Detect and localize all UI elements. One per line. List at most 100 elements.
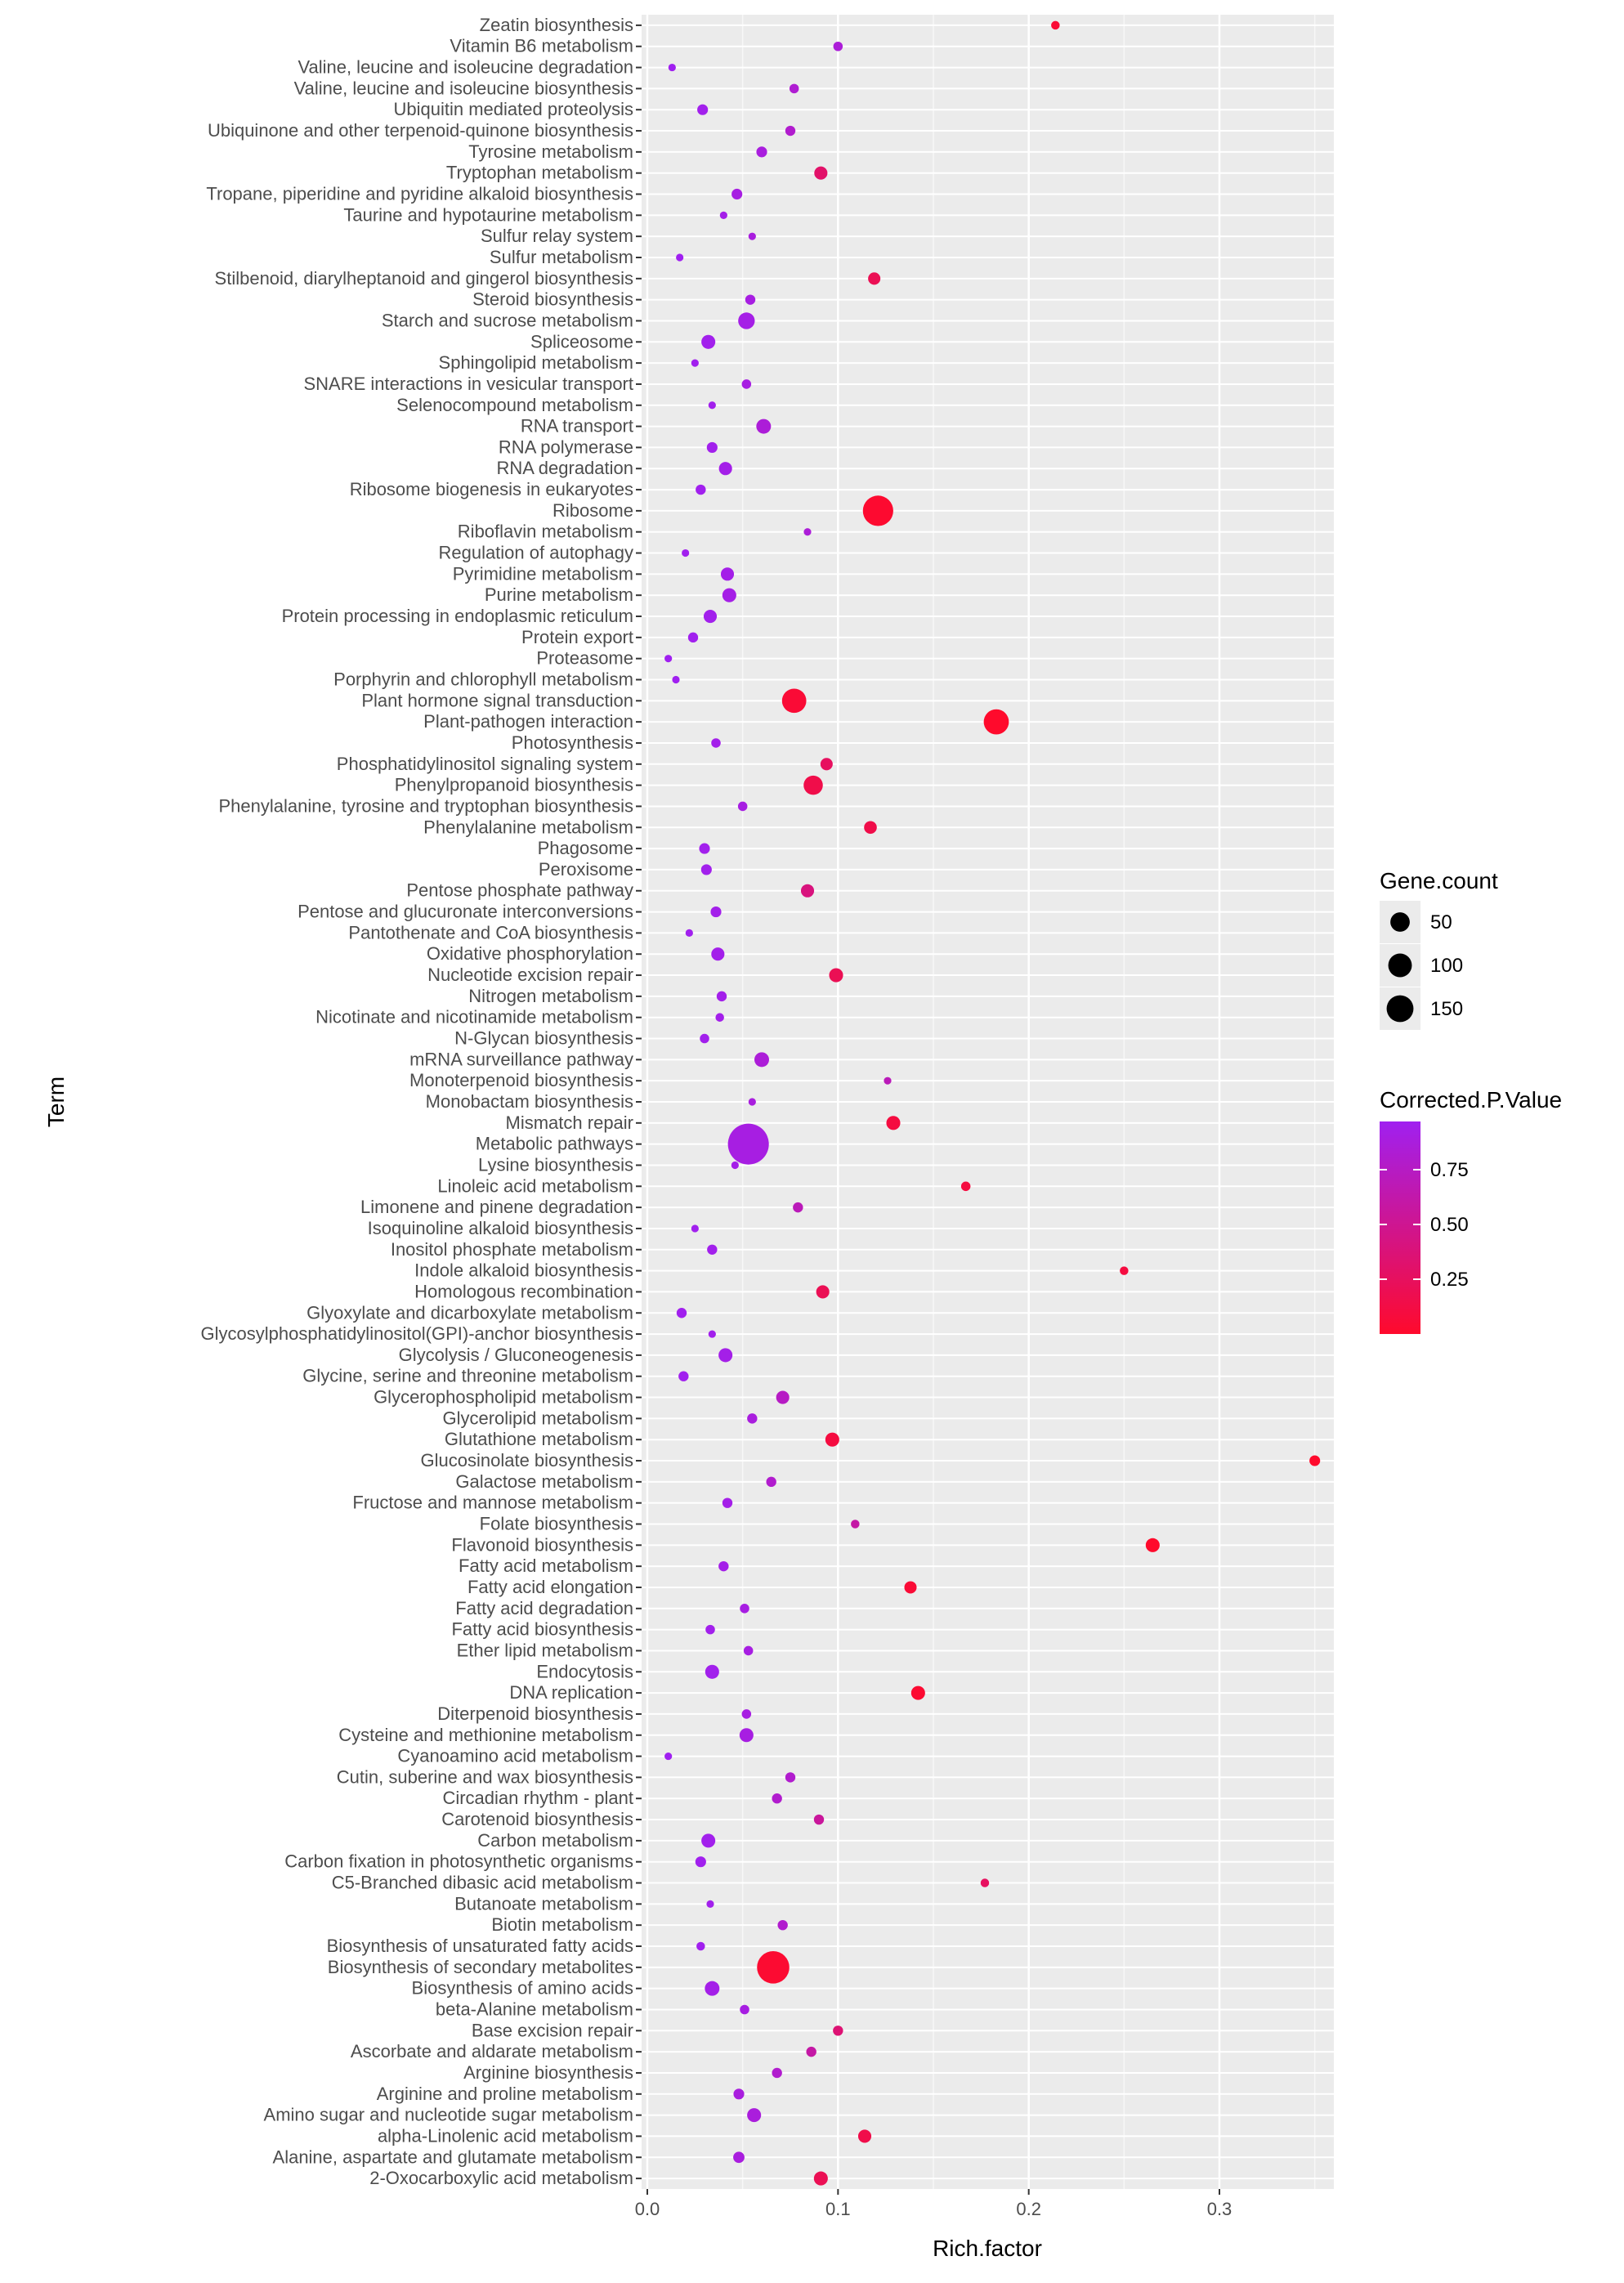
data-point	[851, 1520, 860, 1529]
term-label: Glycine, serine and threonine metabolism	[302, 1366, 633, 1386]
data-point	[1051, 20, 1060, 30]
x-tick-label: 0.2	[1016, 2199, 1041, 2219]
term-label: 2-Oxocarboxylic acid metabolism	[369, 2168, 633, 2188]
data-point	[700, 864, 712, 875]
data-point	[706, 441, 718, 453]
term-label: Endocytosis	[536, 1661, 633, 1681]
term-label: Metabolic pathways	[476, 1134, 633, 1154]
x-tick-label: 0.0	[635, 2199, 660, 2219]
data-point	[716, 991, 727, 1002]
size-key-dot	[1386, 995, 1414, 1023]
data-point	[1309, 1455, 1321, 1466]
data-point	[825, 1432, 839, 1447]
term-label: C5-Branched dibasic acid metabolism	[332, 1873, 633, 1893]
term-label: Biosynthesis of amino acids	[412, 1978, 633, 1999]
term-label: Phenylpropanoid biosynthesis	[395, 775, 633, 795]
x-tick-label: 0.1	[825, 2199, 851, 2219]
term-label: Ubiquitin mediated proteolysis	[394, 99, 634, 119]
term-label: Pentose and glucuronate interconversions	[298, 902, 633, 922]
data-point	[687, 632, 699, 643]
data-point	[829, 968, 843, 983]
data-point	[793, 1202, 803, 1213]
data-point	[772, 1793, 782, 1804]
data-point	[741, 1709, 752, 1719]
term-label: Tyrosine metabolism	[468, 141, 633, 162]
term-label: Pyrimidine metabolism	[453, 563, 633, 584]
term-label: Fatty acid elongation	[468, 1577, 633, 1597]
term-label: Inositol phosphate metabolism	[391, 1239, 633, 1260]
data-point	[904, 1581, 917, 1594]
data-points	[664, 20, 1321, 2186]
data-point	[676, 253, 684, 262]
size-key-label: 100	[1430, 955, 1463, 977]
data-point	[739, 1728, 754, 1743]
term-label: Nicotinate and nicotinamide metabolism	[315, 1007, 633, 1027]
data-point	[664, 655, 673, 663]
data-point	[720, 567, 735, 581]
term-label: Nitrogen metabolism	[468, 986, 633, 1006]
size-legend-title: Gene.count	[1380, 868, 1498, 893]
term-label: Mismatch repair	[506, 1112, 633, 1133]
term-label: Phenylalanine, tyrosine and tryptophan b…	[218, 795, 633, 816]
term-label: Stilbenoid, diarylheptanoid and gingerol…	[215, 268, 633, 289]
data-point	[803, 775, 823, 795]
term-label: Fatty acid biosynthesis	[451, 1619, 633, 1640]
data-point	[833, 2026, 843, 2036]
data-point	[705, 1664, 719, 1679]
data-point	[820, 758, 833, 771]
data-point	[715, 1013, 724, 1022]
term-label: Glucosinolate biosynthesis	[421, 1450, 633, 1471]
data-point	[691, 359, 699, 367]
data-point	[754, 1052, 769, 1068]
data-point	[747, 2108, 762, 2123]
term-label: Pentose phosphate pathway	[406, 880, 633, 901]
term-label: Circadian rhythm - plant	[442, 1788, 633, 1808]
term-label: Proteasome	[536, 648, 633, 669]
data-point	[806, 2046, 816, 2057]
data-point	[980, 1878, 990, 1887]
term-label: Taurine and hypotaurine metabolism	[343, 204, 633, 225]
term-label: Fructose and mannose metabolism	[352, 1493, 633, 1513]
term-label: Cutin, suberine and wax biosynthesis	[337, 1766, 633, 1787]
term-label: Pantothenate and CoA biosynthesis	[348, 922, 633, 942]
data-point	[708, 401, 716, 410]
data-point	[711, 738, 721, 748]
x-axis-title: Rich.factor	[933, 2236, 1042, 2261]
data-point	[816, 1285, 830, 1299]
data-point	[813, 1814, 825, 1825]
data-point	[696, 484, 706, 495]
data-point	[756, 419, 772, 434]
term-label: Oxidative phosphorylation	[427, 943, 633, 964]
data-point	[864, 821, 877, 835]
term-label: Purine metabolism	[485, 584, 633, 605]
term-label: Cysteine and methionine metabolism	[338, 1725, 633, 1745]
term-label: Valine, leucine and isoleucine biosynthe…	[294, 78, 633, 98]
term-label: Glutathione metabolism	[445, 1429, 633, 1449]
data-point	[745, 294, 756, 305]
data-point	[983, 709, 1009, 735]
data-point	[685, 929, 693, 937]
term-label: Tropane, piperidine and pyridine alkaloi…	[206, 184, 633, 204]
data-point	[785, 1772, 796, 1783]
data-point	[766, 1476, 776, 1488]
term-label: Flavonoid biosynthesis	[451, 1534, 633, 1555]
data-point	[733, 2088, 745, 2100]
data-point	[738, 312, 755, 329]
data-point	[722, 588, 736, 602]
term-label: Butanoate metabolism	[454, 1893, 633, 1914]
data-point	[748, 232, 756, 240]
term-label: Indole alkaloid biosynthesis	[414, 1260, 633, 1281]
term-label: SNARE interactions in vesicular transpor…	[304, 374, 634, 394]
term-label: Vitamin B6 metabolism	[450, 36, 633, 56]
data-point	[701, 334, 716, 349]
x-ticks: 0.0 0.1 0.2 0.3	[635, 2189, 1232, 2219]
data-point	[699, 843, 710, 854]
size-legend: Gene.count 50 100 150	[1380, 868, 1498, 1030]
term-label: Amino sugar and nucleotide sugar metabol…	[264, 2105, 633, 2125]
term-label: Arginine biosynthesis	[463, 2062, 633, 2083]
data-point	[707, 1244, 718, 1255]
term-label: Protein export	[521, 627, 633, 647]
data-point	[705, 1981, 720, 1996]
term-label: Ascorbate and aldarate metabolism	[351, 2041, 633, 2061]
